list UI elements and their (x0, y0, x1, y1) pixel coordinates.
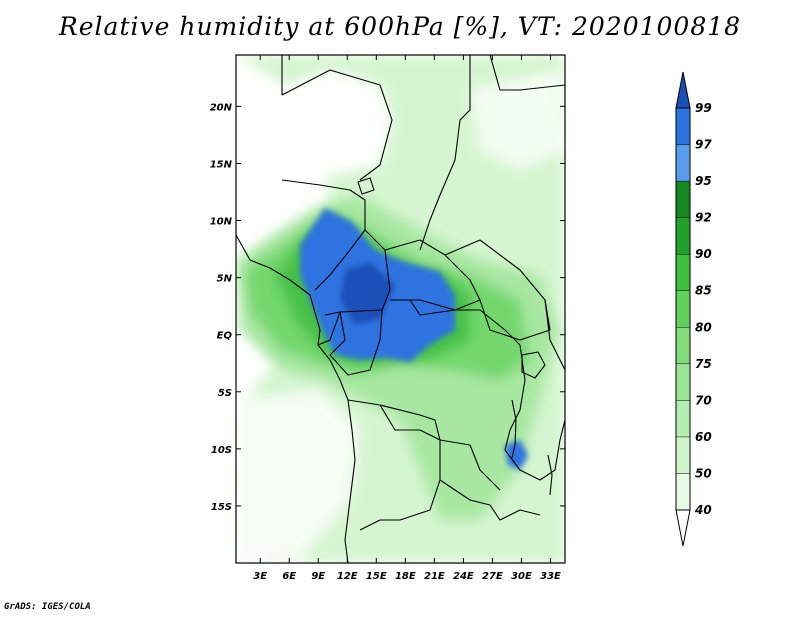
lon-tick-label: 24E (453, 571, 474, 582)
colorbar-bin (675, 473, 691, 511)
lake-victoria (521, 351, 546, 379)
lon-tick-label: 6E (282, 571, 296, 582)
border-coastline-west (236, 234, 356, 563)
border-drc-north (390, 299, 521, 346)
lake-malawi (547, 454, 553, 496)
colorbar-label: 75 (695, 357, 712, 371)
border-chad-sudan (419, 55, 471, 251)
colorbar-bin (675, 71, 691, 109)
map-title: Relative humidity at 600hPa [%], VT: 202… (58, 12, 742, 41)
lon-tick-label: 15E (366, 571, 387, 582)
latitude-axis: 20N 15N 10N 5N EQ 5S 10S 15S (210, 102, 565, 513)
lat-tick-label: EQ (217, 331, 233, 342)
colorbar-bin (675, 107, 691, 145)
border-east-africa (504, 344, 565, 481)
lake-tanganyika (511, 399, 517, 459)
colorbar-label: 92 (695, 211, 712, 225)
lat-tick-label: 15N (210, 159, 233, 170)
lat-tick-label: 10S (211, 445, 232, 456)
colorbar-label: 99 (695, 101, 712, 115)
border-nigeria (281, 179, 366, 291)
colorbar-bin (675, 327, 691, 365)
humidity-region-saturated-rift (505, 440, 528, 470)
lon-tick-label: 9E (311, 571, 325, 582)
colorbar-label: 50 (695, 466, 712, 480)
colorbar-bin (675, 180, 691, 218)
humidity-region-sahara-dry (262, 70, 392, 175)
lon-tick-label: 30E (511, 571, 532, 582)
border-south-sudan (444, 239, 551, 341)
colorbar-label: 97 (695, 138, 712, 152)
border-drc-west (347, 399, 501, 491)
border-cameroon (324, 229, 391, 316)
colorbar-bin (675, 253, 691, 291)
lon-tick-label: 18E (395, 571, 416, 582)
lat-tick-label: 10N (210, 217, 233, 228)
lon-tick-label: 3E (253, 571, 267, 582)
colorbar: 40 50 60 70 75 80 85 90 92 95 97 99 (675, 71, 712, 547)
lat-tick-label: 20N (210, 102, 233, 113)
colorbar-bin (675, 509, 691, 547)
colorbar-bin (675, 217, 691, 255)
lon-tick-label: 27E (482, 571, 503, 582)
colorbar-bin (675, 400, 691, 438)
colorbar-bin (675, 436, 691, 474)
border-gabon (317, 311, 341, 346)
border-congo (329, 309, 383, 376)
humidity-region-ne-dry (470, 70, 565, 170)
colorbar-bin (675, 363, 691, 401)
colorbar-label: 85 (695, 284, 712, 298)
colorbar-label: 80 (695, 320, 712, 334)
border-car (384, 239, 481, 311)
humidity-field (236, 55, 565, 563)
colorbar-label: 90 (695, 247, 712, 261)
lat-tick-label: 5S (218, 388, 232, 399)
lake-chad (357, 177, 375, 195)
longitude-axis: 3E 6E 9E 12E 15E 18E 21E 24E 27E 30E 33E (253, 55, 561, 582)
border-niger-chad (281, 55, 393, 181)
lon-tick-label: 12E (337, 571, 358, 582)
lon-tick-label: 33E (540, 571, 561, 582)
lat-tick-label: 15S (211, 502, 232, 513)
colorbar-label: 40 (694, 503, 712, 517)
humidity-region-saturated-core (340, 262, 395, 325)
colorbar-label: 70 (695, 393, 712, 407)
lon-tick-label: 21E (424, 571, 445, 582)
lat-tick-label: 5N (217, 274, 233, 285)
border-zambia (439, 479, 541, 521)
colorbar-outline (675, 107, 691, 511)
humidity-region-angola-dry (236, 390, 360, 563)
colorbar-bin (675, 144, 691, 182)
grads-credit: GrADS: IGES/COLA (4, 602, 91, 612)
border-ethiopia (489, 55, 565, 91)
country-borders (236, 55, 565, 563)
map-frame (235, 54, 566, 564)
colorbar-bin (675, 290, 691, 328)
colorbar-label: 60 (695, 430, 712, 444)
border-kenya-tz (544, 299, 565, 371)
colorbar-label: 95 (695, 174, 712, 188)
